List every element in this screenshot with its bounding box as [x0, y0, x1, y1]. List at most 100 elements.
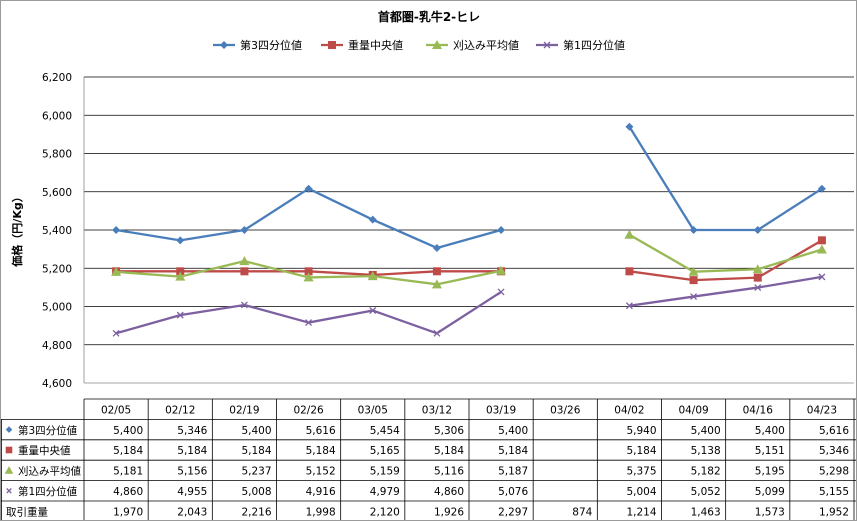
table-cell: 5,346: [819, 445, 849, 457]
table-cell: 5,151: [755, 445, 785, 457]
y-tick-label: 5,400: [42, 225, 72, 237]
data-point: [175, 271, 186, 281]
table-cell: 1,952: [819, 506, 849, 518]
series-line: [629, 239, 823, 282]
data-point: [112, 329, 120, 337]
table-cell: 5,116: [434, 466, 464, 478]
series-line: [628, 233, 823, 273]
table-legend-key: [5, 426, 13, 433]
series-triangle: [111, 229, 827, 289]
y-axis-label: 価格（円/Kg）: [10, 191, 24, 267]
table-cell: 5,400: [755, 425, 785, 437]
data-point: [816, 244, 827, 254]
data-point: [754, 284, 762, 292]
table-cell: 5,400: [498, 425, 528, 437]
x-tick-label: 03/26: [550, 404, 581, 416]
table-cell: 5,184: [626, 445, 656, 457]
data-point: [432, 243, 441, 252]
y-tick-label: 5,000: [42, 302, 72, 314]
series-line: [629, 275, 823, 307]
table-row-label: 第3四分位値: [18, 424, 78, 437]
table-cell: 1,998: [306, 506, 336, 518]
table-cell: 5,184: [113, 445, 143, 457]
data-point: [817, 236, 826, 245]
x-tick-label: 03/05: [358, 404, 388, 416]
y-tick-label: 6,200: [42, 72, 72, 84]
data-point: [689, 226, 698, 234]
table-cell: 4,955: [177, 486, 207, 498]
legend-label: 刈込み平均値: [453, 39, 519, 52]
legend-marker-square: [328, 41, 336, 49]
data-point: [690, 293, 698, 301]
y-tick-label: 5,200: [42, 263, 72, 275]
data-point: [497, 226, 506, 234]
table-cell: 5,400: [113, 425, 143, 437]
data-point: [433, 329, 441, 337]
table-row-label: 取引重量: [6, 505, 48, 518]
table-cell: 5,616: [306, 425, 336, 437]
table-cell: 4,979: [370, 486, 400, 498]
table-cell: 5,400: [691, 425, 721, 437]
data-point: [432, 267, 441, 276]
x-tick-label: 02/19: [229, 404, 259, 416]
data-point: [753, 226, 762, 234]
x-tick-label: 03/12: [422, 404, 452, 416]
data-point: [240, 267, 249, 276]
data-point: [111, 266, 122, 276]
table-cell: 2,297: [498, 506, 528, 518]
table-cell: 2,120: [370, 506, 400, 518]
table-cell: 5,076: [498, 486, 528, 498]
table-cell: 4,860: [434, 486, 464, 498]
legend-label: 第3四分位値: [240, 38, 302, 52]
table-cell: 5,237: [241, 466, 271, 478]
series-diamond: [112, 122, 826, 252]
x-tick-label: 04/16: [743, 404, 774, 416]
table-cell: 5,004: [626, 486, 656, 498]
table-row-label: 第1四分位値: [18, 485, 78, 498]
y-axis-ticks: 4,600 4,800 5,000 5,200 5,400 5,600 5,800 6,000…: [42, 72, 72, 390]
legend-label: 第1四分位値: [563, 38, 625, 52]
series-line: [628, 126, 823, 232]
y-tick-label: 5,600: [42, 187, 72, 199]
data-point: [367, 271, 378, 281]
table-cell: 1,970: [113, 506, 143, 518]
series-x: [112, 273, 826, 337]
legend-marker-diamond: [220, 41, 228, 49]
data-point: [305, 319, 313, 327]
legend-entry: 重量中央値: [321, 38, 403, 52]
chart-title: 首都圏-乳牛2-ヒレ: [378, 9, 480, 24]
table-cell: 5,184: [498, 445, 528, 457]
series-line: [115, 187, 502, 250]
table-cell: 5,099: [755, 486, 785, 498]
table-cell: 5,616: [819, 425, 849, 437]
table-cell: 5,181: [113, 466, 143, 478]
table-cell: 5,155: [819, 486, 849, 498]
data-point: [818, 273, 826, 281]
table-cell: 5,182: [691, 466, 721, 478]
table-cell: 5,195: [755, 466, 785, 478]
legend-label: 重量中央値: [348, 38, 403, 52]
y-tick-label: 4,800: [42, 340, 72, 352]
table-cell: 5,346: [177, 425, 207, 437]
y-tick-label: 5,800: [42, 149, 72, 161]
table-cell: 4,916: [306, 486, 336, 498]
data-point: [112, 226, 121, 234]
data-point: [753, 273, 762, 282]
table-cell: 874: [572, 506, 592, 518]
table-cell: 5,306: [434, 425, 464, 437]
legend: 第3四分位値 重量中央値 刈込み平均値 第1四分位値: [213, 38, 625, 52]
table-cell: 1,463: [691, 506, 721, 518]
table-cell: 5,156: [177, 466, 207, 478]
table-cell: 1,926: [434, 506, 464, 518]
table-row-label: 刈込み平均値: [18, 465, 81, 478]
data-point: [240, 226, 249, 234]
table-cell: 5,184: [306, 445, 336, 457]
data-point: [369, 307, 377, 314]
data-point: [239, 256, 250, 266]
table-cell: 5,298: [819, 466, 849, 478]
table-cell: 4,860: [113, 486, 143, 498]
legend-marker-x: [543, 41, 551, 49]
data-point: [817, 184, 826, 193]
